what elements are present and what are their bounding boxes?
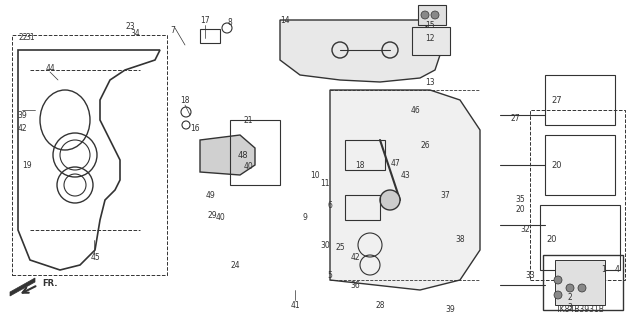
Text: 6: 6 bbox=[328, 201, 332, 210]
Text: 4: 4 bbox=[614, 266, 620, 275]
Circle shape bbox=[380, 190, 400, 210]
Text: 1: 1 bbox=[602, 266, 606, 275]
Text: 32: 32 bbox=[520, 226, 530, 235]
Text: 11: 11 bbox=[320, 179, 330, 188]
Text: 5: 5 bbox=[328, 270, 332, 279]
Text: 14: 14 bbox=[280, 15, 290, 25]
Text: 20: 20 bbox=[547, 236, 557, 244]
Circle shape bbox=[566, 284, 574, 292]
Circle shape bbox=[578, 284, 586, 292]
Bar bbox=[545, 75, 615, 125]
Polygon shape bbox=[330, 90, 480, 290]
Polygon shape bbox=[200, 135, 255, 175]
Text: 38: 38 bbox=[455, 236, 465, 244]
Text: 22: 22 bbox=[19, 33, 28, 42]
Bar bbox=[543, 255, 623, 310]
Text: 20: 20 bbox=[552, 161, 563, 170]
Text: 16: 16 bbox=[190, 124, 200, 132]
Text: 39: 39 bbox=[17, 110, 27, 119]
Polygon shape bbox=[280, 20, 440, 82]
Text: 39: 39 bbox=[445, 306, 455, 315]
Text: 42: 42 bbox=[17, 124, 27, 132]
Text: 24: 24 bbox=[230, 260, 240, 269]
Text: 18: 18 bbox=[180, 95, 189, 105]
Text: 37: 37 bbox=[440, 190, 450, 199]
Text: 31: 31 bbox=[25, 33, 35, 42]
Text: 34: 34 bbox=[130, 28, 140, 37]
Text: 30: 30 bbox=[320, 241, 330, 250]
Text: 26: 26 bbox=[420, 140, 430, 149]
Text: 9: 9 bbox=[303, 213, 307, 222]
Bar bbox=[418, 5, 446, 25]
Bar bbox=[545, 135, 615, 195]
Text: 2: 2 bbox=[568, 293, 572, 302]
Text: 46: 46 bbox=[410, 106, 420, 115]
Text: 48: 48 bbox=[237, 150, 248, 159]
Text: 8: 8 bbox=[228, 18, 232, 27]
Bar bbox=[12, 35, 167, 275]
Text: 33: 33 bbox=[525, 270, 535, 279]
Text: 12: 12 bbox=[425, 34, 435, 43]
Text: 40: 40 bbox=[215, 213, 225, 222]
Text: 20: 20 bbox=[515, 205, 525, 214]
Circle shape bbox=[554, 291, 562, 299]
Text: 29: 29 bbox=[207, 211, 217, 220]
Text: 27: 27 bbox=[552, 95, 563, 105]
Text: 17: 17 bbox=[200, 15, 210, 25]
Text: 28: 28 bbox=[375, 300, 385, 309]
Text: 3: 3 bbox=[568, 303, 572, 313]
Bar bbox=[555, 260, 605, 305]
Text: 35: 35 bbox=[515, 196, 525, 204]
Bar bbox=[200, 29, 220, 43]
Text: 44: 44 bbox=[45, 63, 55, 73]
Text: 18: 18 bbox=[355, 161, 365, 170]
Bar bbox=[345, 140, 385, 170]
Text: 21: 21 bbox=[243, 116, 253, 124]
Text: 45: 45 bbox=[90, 253, 100, 262]
Circle shape bbox=[554, 276, 562, 284]
Bar bbox=[530, 110, 625, 280]
Bar bbox=[540, 205, 620, 270]
Polygon shape bbox=[10, 278, 35, 296]
Text: FR.: FR. bbox=[42, 279, 58, 289]
Text: 10: 10 bbox=[310, 171, 320, 180]
Text: 36: 36 bbox=[350, 281, 360, 290]
Text: 15: 15 bbox=[425, 20, 435, 29]
Text: TK84B3931B: TK84B3931B bbox=[556, 306, 604, 315]
Text: 43: 43 bbox=[400, 171, 410, 180]
Bar bbox=[345, 195, 380, 220]
Circle shape bbox=[431, 11, 439, 19]
Text: 7: 7 bbox=[171, 26, 175, 35]
Text: 23: 23 bbox=[125, 21, 135, 30]
Text: 27: 27 bbox=[510, 114, 520, 123]
Text: 49: 49 bbox=[205, 190, 215, 199]
Bar bbox=[230, 120, 280, 185]
Bar bbox=[412, 27, 450, 55]
Text: 40: 40 bbox=[243, 162, 253, 171]
Circle shape bbox=[421, 11, 429, 19]
Text: 13: 13 bbox=[425, 77, 435, 86]
Text: 25: 25 bbox=[335, 243, 345, 252]
Text: 19: 19 bbox=[22, 161, 32, 170]
Text: 47: 47 bbox=[390, 158, 400, 167]
Text: 41: 41 bbox=[290, 300, 300, 309]
Text: 42: 42 bbox=[350, 253, 360, 262]
